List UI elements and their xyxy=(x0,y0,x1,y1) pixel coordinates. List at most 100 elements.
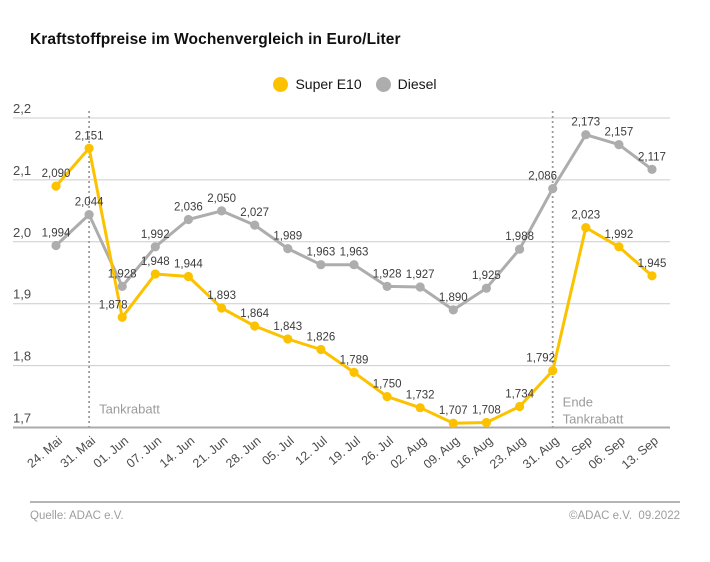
x-tick-label: 02. Aug xyxy=(388,434,430,472)
point-super-e10 xyxy=(647,271,657,281)
y-tick-label: 2,2 xyxy=(13,101,31,116)
point-super-e10 xyxy=(515,401,525,412)
point-super-e10 xyxy=(614,242,624,252)
x-tick-label: 21. Jun xyxy=(190,434,230,471)
value-label: 1,732 xyxy=(406,390,435,402)
x-tick-label: 13. Sep xyxy=(619,434,661,472)
y-tick-label: 1,8 xyxy=(13,349,31,364)
diesel-line xyxy=(54,133,654,312)
value-label: 1,925 xyxy=(472,270,501,282)
value-label: 1,826 xyxy=(307,332,336,344)
chart-title: Kraftstoffpreise im Wochenvergleich in E… xyxy=(30,31,401,48)
x-tick-label: 01. Jun xyxy=(91,434,131,471)
point-super-e10 xyxy=(283,334,293,344)
y-tick-label: 1,7 xyxy=(13,411,31,426)
annotation-text: Tankrabatt xyxy=(99,402,160,417)
copyright-notice: ©ADAC e.V. 09.2022 xyxy=(569,510,680,522)
super-e10-color-dot xyxy=(273,76,289,92)
x-tick-label: 01. Sep xyxy=(553,434,595,472)
value-label: 1,994 xyxy=(42,228,71,240)
value-label: 2,117 xyxy=(638,151,666,163)
point-diesel xyxy=(84,210,94,220)
annotation-text: Tankrabatt xyxy=(563,412,624,427)
point-diesel xyxy=(382,281,392,291)
value-label: 1,927 xyxy=(406,269,435,281)
value-label: 1,864 xyxy=(240,308,269,320)
value-label: 2,036 xyxy=(174,202,203,214)
point-diesel xyxy=(217,206,227,216)
point-diesel xyxy=(614,140,624,150)
point-diesel xyxy=(481,283,491,293)
x-tick-label: 05. Jul xyxy=(259,434,296,468)
point-super-e10 xyxy=(382,392,392,402)
x-tick-label: 24. Mai xyxy=(25,434,65,471)
value-label: 1,992 xyxy=(141,229,170,241)
value-label: 1,944 xyxy=(174,259,203,271)
x-tick-label: 07. Jun xyxy=(124,434,164,471)
x-tick-label: 31. Mai xyxy=(58,434,98,471)
value-label: 2,157 xyxy=(605,127,634,139)
value-label: 2,027 xyxy=(240,207,269,219)
legend-item-diesel: Diesel xyxy=(375,76,437,92)
point-diesel xyxy=(581,130,591,140)
value-label: 2,090 xyxy=(42,168,71,180)
legend-label-diesel: Diesel xyxy=(397,76,437,92)
point-diesel xyxy=(515,244,525,254)
footer-divider xyxy=(30,501,680,503)
chart-svg: 2,2 2,1 2,0 1,9 1,8 1,7 Tankrabatt Ende Tankraba… xyxy=(13,101,670,472)
value-label: 1,948 xyxy=(141,256,170,268)
x-tick-label: 06. Sep xyxy=(586,434,628,472)
value-label: 1,734 xyxy=(505,389,534,401)
value-label: 1,789 xyxy=(340,354,369,366)
x-tick-label: 12. Jul xyxy=(293,434,330,468)
y-tick-label: 1,9 xyxy=(13,287,31,302)
point-super-e10 xyxy=(150,269,160,279)
value-label: 1,992 xyxy=(605,229,634,241)
value-label: 1,945 xyxy=(638,258,667,270)
point-super-e10 xyxy=(250,321,260,331)
value-label: 1,792 xyxy=(526,353,555,365)
point-super-e10 xyxy=(183,271,193,282)
point-diesel xyxy=(316,260,326,270)
x-tick-label: 23. Aug xyxy=(487,434,529,472)
value-label: 1,750 xyxy=(373,379,402,391)
value-label: 1,928 xyxy=(108,268,137,280)
value-label: 1,928 xyxy=(373,268,402,280)
legend: Super E10 Diesel xyxy=(0,76,710,92)
point-super-e10 xyxy=(217,303,227,313)
value-label: 1,878 xyxy=(99,299,128,311)
point-diesel xyxy=(349,260,359,270)
point-diesel xyxy=(548,184,558,194)
super-e10-line xyxy=(54,146,654,425)
point-super-e10 xyxy=(117,312,127,322)
point-super-e10 xyxy=(349,367,359,377)
point-diesel xyxy=(51,240,61,251)
annotation-text: Ende xyxy=(563,395,593,410)
value-label: 2,173 xyxy=(571,117,600,129)
point-super-e10 xyxy=(548,366,558,376)
point-super-e10 xyxy=(581,223,591,233)
point-super-e10 xyxy=(316,344,326,355)
value-label: 1,963 xyxy=(340,247,369,259)
x-tick-label: 09. Aug xyxy=(421,434,463,472)
point-super-e10 xyxy=(481,417,491,428)
value-label: 1,963 xyxy=(307,247,336,259)
value-label: 1,708 xyxy=(472,405,501,417)
value-label: 2,086 xyxy=(528,171,557,183)
point-diesel xyxy=(150,242,160,252)
legend-label-super-e10: Super E10 xyxy=(295,76,362,92)
y-tick-label: 2,0 xyxy=(13,225,31,240)
point-super-e10 xyxy=(51,181,61,191)
value-label: 1,989 xyxy=(273,231,302,243)
y-tick-label: 2,1 xyxy=(13,163,31,178)
value-label: 1,707 xyxy=(439,405,468,417)
legend-item-super-e10: Super E10 xyxy=(273,76,362,92)
point-diesel xyxy=(283,244,293,254)
value-label: 2,151 xyxy=(75,130,104,142)
x-tick-label: 14. Jun xyxy=(157,434,197,471)
value-label: 2,023 xyxy=(571,210,600,222)
x-tick-label: 28. Jun xyxy=(223,434,263,471)
value-label: 2,050 xyxy=(207,193,236,205)
value-label: 1,843 xyxy=(273,321,302,333)
